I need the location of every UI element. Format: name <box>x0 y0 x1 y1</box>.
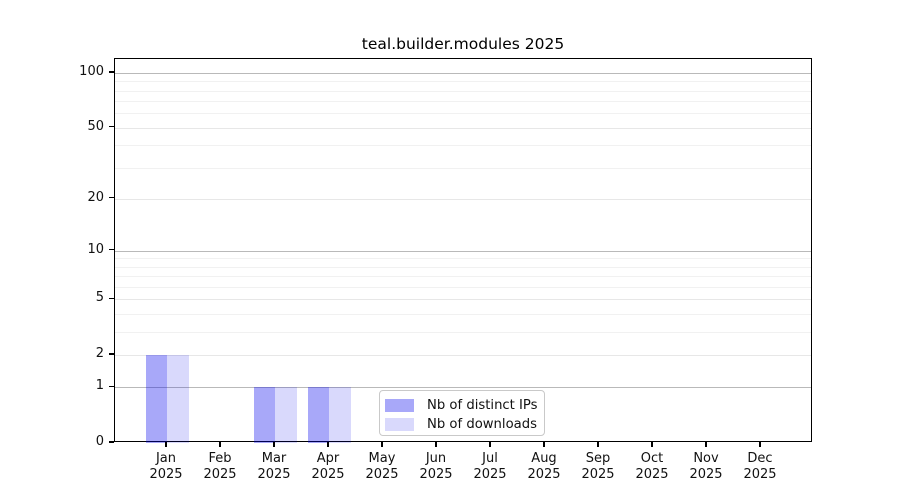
x-label-month: Jun <box>425 451 447 466</box>
gridline-50 <box>115 127 811 129</box>
y-tick-label: 0 <box>95 434 104 449</box>
gridline-9 <box>115 258 811 260</box>
x-tick-label: May 2025 <box>352 451 412 482</box>
gridline-4 <box>115 313 811 315</box>
x-tick <box>219 442 221 447</box>
legend-row-distinct-ips: Nb of distinct IPs <box>385 397 544 413</box>
gridline-70 <box>115 101 811 103</box>
x-tick <box>651 442 653 447</box>
legend-label-distinct-ips: Nb of distinct IPs <box>427 397 538 413</box>
gridline-10 <box>115 250 811 252</box>
gridline-7 <box>115 276 811 278</box>
gridline-5 <box>115 299 811 301</box>
x-label-month: Aug <box>531 451 557 466</box>
x-label-month: Jul <box>482 451 498 466</box>
x-tick-label: Mar 2025 <box>244 451 304 482</box>
x-label-month: Dec <box>747 451 773 466</box>
x-label-month: Feb <box>208 451 232 466</box>
x-label-year: 2025 <box>257 466 291 482</box>
x-label-month: Mar <box>261 451 287 466</box>
x-label-month: Sep <box>585 451 611 466</box>
gridline-3 <box>115 331 811 333</box>
x-label-year: 2025 <box>203 466 237 482</box>
bar-downloads-apr <box>329 387 351 443</box>
x-tick-label: Sep 2025 <box>568 451 628 482</box>
gridline-2 <box>115 354 811 356</box>
x-label-year: 2025 <box>311 466 345 482</box>
x-tick-label: Oct 2025 <box>622 451 682 482</box>
gridline-80 <box>115 90 811 92</box>
x-label-year: 2025 <box>527 466 561 482</box>
x-tick <box>597 442 599 447</box>
x-label-month: Nov <box>693 451 719 466</box>
y-tick-label: 2 <box>95 345 104 361</box>
x-label-month: May <box>368 451 396 466</box>
gridline-1 <box>115 387 811 389</box>
gridline-6 <box>115 286 811 288</box>
plot-area: Nb of distinct IPs Nb of downloads <box>114 58 812 443</box>
y-tick-label: 1 <box>95 378 104 394</box>
y-tick-label: 50 <box>87 118 104 134</box>
gridline-8 <box>115 266 811 268</box>
x-tick <box>543 442 545 447</box>
x-tick-label: Dec 2025 <box>730 451 790 482</box>
x-tick-label: Jul 2025 <box>460 451 520 482</box>
legend-row-downloads: Nb of downloads <box>385 416 544 432</box>
x-tick <box>759 442 761 447</box>
bar-downloads-jan <box>167 354 189 443</box>
legend-swatch-distinct-ips <box>385 398 414 412</box>
x-tick <box>435 442 437 447</box>
y-tick-label: 20 <box>87 189 104 205</box>
y-tick-label: 100 <box>79 63 104 79</box>
x-label-month: Apr <box>316 451 340 466</box>
x-tick-label: Aug 2025 <box>514 451 574 482</box>
x-tick-label: Feb 2025 <box>190 451 250 482</box>
gridline-100 <box>115 72 811 74</box>
x-tick-label: Nov 2025 <box>676 451 736 482</box>
y-tick <box>108 197 114 199</box>
x-label-month: Oct <box>640 451 664 466</box>
x-label-year: 2025 <box>635 466 669 482</box>
x-label-month: Jan <box>155 451 177 466</box>
x-tick-label: Apr 2025 <box>298 451 358 482</box>
y-tick <box>108 441 114 443</box>
legend-label-downloads: Nb of downloads <box>427 416 537 432</box>
gridline-90 <box>115 81 811 83</box>
x-label-year: 2025 <box>473 466 507 482</box>
y-tick-label: 10 <box>87 241 104 257</box>
x-label-year: 2025 <box>365 466 399 482</box>
y-tick-label: 5 <box>95 290 104 306</box>
x-label-year: 2025 <box>419 466 453 482</box>
x-tick <box>381 442 383 447</box>
legend: Nb of distinct IPs Nb of downloads <box>379 390 545 436</box>
x-label-year: 2025 <box>743 466 777 482</box>
x-tick-label: Jun 2025 <box>406 451 466 482</box>
y-tick <box>108 385 114 388</box>
y-tick <box>108 249 114 251</box>
bar-distinct-ips-apr <box>307 387 329 443</box>
legend-swatch-downloads <box>385 417 414 431</box>
bar-distinct-ips-jan <box>145 354 167 443</box>
x-label-year: 2025 <box>689 466 723 482</box>
bar-downloads-mar <box>275 387 297 443</box>
x-label-year: 2025 <box>149 466 183 482</box>
x-tick <box>705 442 707 447</box>
y-tick <box>108 71 114 73</box>
y-tick <box>108 126 114 128</box>
gridline-40 <box>115 145 811 147</box>
x-label-year: 2025 <box>581 466 615 482</box>
chart-title: teal.builder.modules 2025 <box>361 35 565 53</box>
gridline-20 <box>115 198 811 200</box>
x-tick <box>489 442 491 447</box>
bar-distinct-ips-mar <box>253 387 275 443</box>
gridline-60 <box>115 113 811 115</box>
x-tick-label: Jan 2025 <box>136 451 196 482</box>
gridline-30 <box>115 167 811 169</box>
y-tick <box>108 297 114 299</box>
y-tick <box>108 353 114 355</box>
